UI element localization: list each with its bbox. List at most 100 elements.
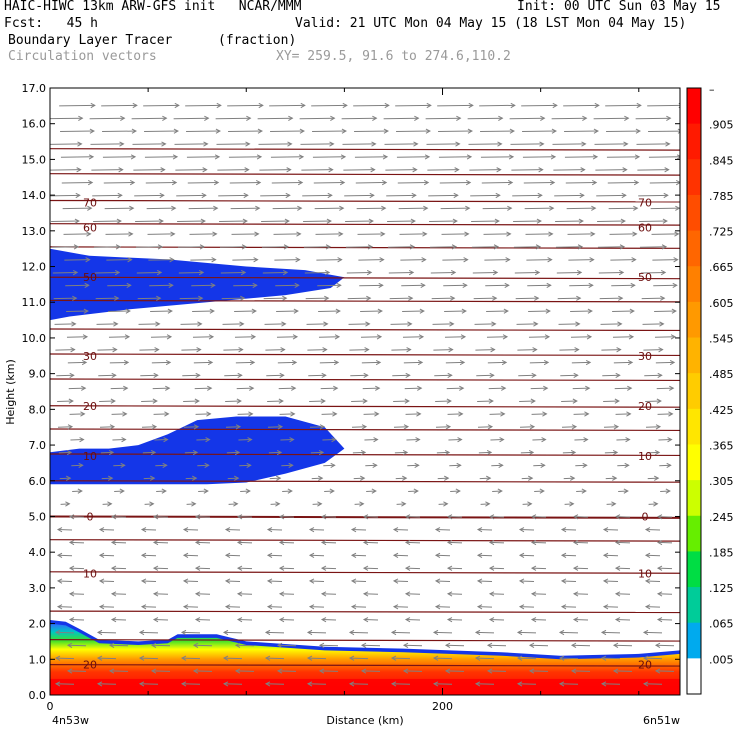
colorbar-label: .545 xyxy=(709,333,734,346)
circulation-vector xyxy=(484,257,511,263)
circulation-vector xyxy=(516,321,539,327)
circulation-vector xyxy=(360,334,383,340)
circulation-vector xyxy=(555,244,584,250)
circulation-vector xyxy=(530,539,547,546)
y-tick-label: 8.0 xyxy=(29,403,47,416)
circulation-vector xyxy=(311,102,348,109)
circulation-vector xyxy=(194,565,211,571)
circulation-vector xyxy=(103,180,136,186)
circulation-vector xyxy=(605,102,642,109)
circulation-vector xyxy=(102,501,113,507)
circulation-vector xyxy=(527,282,552,289)
colorbar-label: .485 xyxy=(709,368,734,381)
x-axis: 0 200 xyxy=(47,88,640,713)
y-tick-label: 3.0 xyxy=(29,582,47,595)
circulation-vector xyxy=(365,462,378,469)
circulation-vector xyxy=(488,565,505,571)
circulation-vector xyxy=(606,501,617,507)
circulation-vector xyxy=(603,398,620,404)
circulation-vector xyxy=(386,192,417,199)
circulation-vector xyxy=(262,270,289,276)
circulation-vector xyxy=(602,578,619,584)
circulation-vector xyxy=(135,244,164,250)
circulation-vector xyxy=(222,655,243,661)
x-left-endpoint: 4n53w xyxy=(52,714,89,727)
colorbar-label: .305 xyxy=(709,475,734,488)
circulation-vector xyxy=(140,552,157,558)
circulation-vector xyxy=(96,321,119,327)
cross-section-endpoints: XY= 259.5, 91.6 to 274.6,110.2 xyxy=(276,49,511,64)
circulation-vector xyxy=(429,244,458,250)
circulation-vector xyxy=(644,578,661,584)
circulation-vector xyxy=(636,141,671,147)
colorbar-swatch xyxy=(687,337,701,374)
circulation-vector xyxy=(564,128,599,134)
circulation-vector xyxy=(387,218,416,224)
circulation-vector xyxy=(320,565,337,571)
circulation-vector xyxy=(473,295,498,301)
circulation-vector xyxy=(274,257,301,263)
circulation-vector xyxy=(635,115,672,121)
circulation-vector xyxy=(645,424,662,430)
circulation-vector xyxy=(480,501,491,507)
circulation-vector xyxy=(359,282,384,289)
circulation-vector xyxy=(320,591,337,597)
circulation-vector xyxy=(656,565,673,571)
circulation-vector xyxy=(574,437,589,443)
circulation-vector xyxy=(93,244,122,250)
circulation-vector xyxy=(140,604,157,610)
colorbar-frame xyxy=(686,87,702,695)
circulation-vector xyxy=(446,514,463,520)
circulation-vector xyxy=(435,424,452,430)
circulation-vector xyxy=(102,154,137,160)
circulation-vector xyxy=(646,449,661,456)
circulation-vector xyxy=(520,449,535,456)
circulation-vector xyxy=(238,437,253,443)
circulation-vector xyxy=(151,359,172,366)
circulation-vector xyxy=(534,488,545,494)
circulation-vector xyxy=(98,604,115,610)
circulation-vector xyxy=(142,449,157,456)
circulation-vector xyxy=(561,424,578,430)
plot-frame xyxy=(49,87,681,696)
circulation-vector xyxy=(71,462,84,469)
circulation-vector xyxy=(272,205,303,211)
circulation-vector xyxy=(65,282,90,289)
circulation-vector xyxy=(638,192,669,199)
circulation-vector xyxy=(394,449,409,456)
contour-label: 30 xyxy=(83,350,97,363)
circulation-vector xyxy=(342,141,377,147)
circulation-vector xyxy=(434,372,453,379)
temperature-contour-layer xyxy=(50,148,680,667)
circulation-vector xyxy=(642,681,663,687)
circulation-vector xyxy=(642,629,663,636)
circulation-vector xyxy=(608,205,639,211)
circulation-vector xyxy=(558,629,579,636)
circulation-vector xyxy=(153,411,170,417)
circulation-vector xyxy=(308,604,325,610)
circulation-vector xyxy=(612,642,633,648)
circulation-vector xyxy=(113,462,126,469)
circulation-vector xyxy=(192,308,215,314)
circulation-vector xyxy=(321,411,338,417)
circulation-vector xyxy=(433,347,454,353)
tracer-middle-region xyxy=(50,416,345,485)
circulation-vector xyxy=(434,527,451,533)
circulation-vector xyxy=(478,449,493,456)
circulation-vector xyxy=(476,604,493,610)
circulation-vector xyxy=(488,385,507,391)
circulation-vector xyxy=(600,655,621,661)
circulation-vector xyxy=(98,578,115,584)
circulation-vector xyxy=(571,359,592,366)
circulation-vector xyxy=(227,102,264,109)
circulation-vector xyxy=(98,372,117,379)
circulation-vector xyxy=(276,308,299,314)
circulation-vector xyxy=(474,321,497,327)
circulation-vector xyxy=(192,642,213,648)
circulation-vector xyxy=(57,424,74,430)
circulation-vector xyxy=(147,231,176,237)
circulation-vector xyxy=(266,527,283,533)
circulation-vector xyxy=(278,565,295,571)
circulation-vector xyxy=(152,617,169,623)
y-tick-label: 0.0 xyxy=(29,689,47,702)
